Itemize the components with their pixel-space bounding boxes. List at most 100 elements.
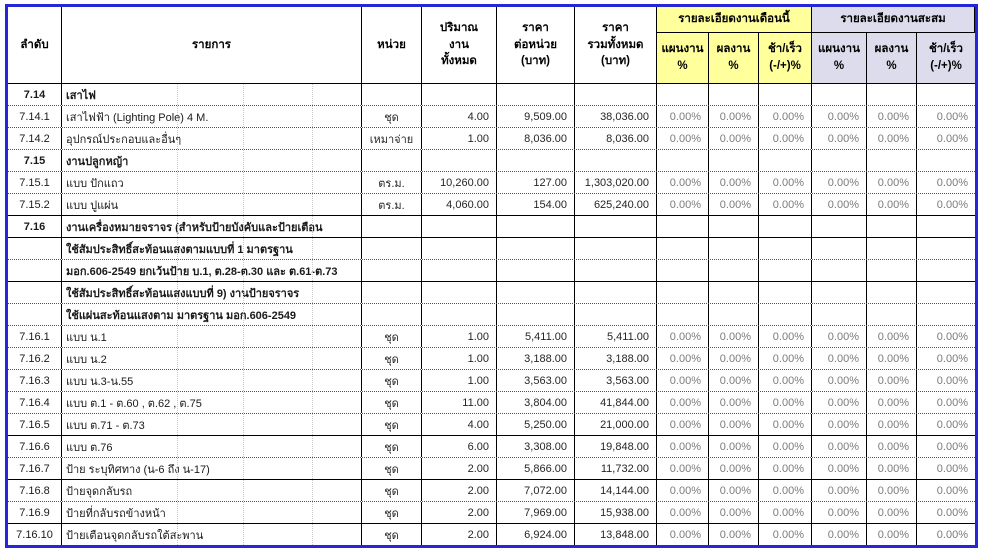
pct-cell: 0.00% [657,436,709,457]
seq-cell: 7.16.6 [8,436,62,457]
table-row: ใช้แผ่นสะท้อนแสงตาม มาตรฐาน มอก.606-2549 [8,304,975,326]
seq-cell [8,260,62,281]
pct-cell [759,216,812,237]
total-price-cell: 3,188.00 [575,348,657,369]
total-price-cell [575,150,657,171]
qty-cell [422,84,497,105]
seq-cell: 7.14 [8,84,62,105]
cell-gridline [177,216,178,237]
pct-cell [657,238,709,259]
pct-cell [917,282,975,303]
pct-cell: 0.00% [759,502,812,523]
unit-cell: ชุด [362,458,422,479]
pct-cell [812,282,867,303]
header-month-diff: ช้า/เร็ว (-/+)% [759,33,812,84]
header-unit-price: ราคา ต่อหน่วย (บาท) [497,7,575,84]
table-row: 7.16.4 แบบ ต.1 - ต.60 , ต.62 , ต.75 ชุด 11.… [8,392,975,414]
pct-cell: 0.00% [657,480,709,501]
header-cumulative-plan-line1: แผนงาน [818,43,860,56]
cell-gridline [312,106,313,127]
cell-gridline [243,326,244,347]
header-month-diff-line2: (-/+)% [769,60,801,72]
pct-cell: 0.00% [709,392,759,413]
unit-price-cell [497,304,575,325]
pct-cell [657,216,709,237]
qty-cell: 2.00 [422,458,497,479]
pct-cell [917,260,975,281]
pct-cell: 0.00% [709,436,759,457]
unit-price-cell: 7,072.00 [497,480,575,501]
unit-price-cell [497,260,575,281]
cell-gridline [243,238,244,259]
pct-cell [867,260,917,281]
cell-gridline [312,216,313,237]
pct-cell: 0.00% [936,330,968,343]
cell-gridline [177,414,178,435]
cell-gridline [243,106,244,127]
unit-price-cell [497,216,575,237]
pct-cell [709,238,759,259]
cell-gridline [243,172,244,193]
header-month-actual-line1: ผลงาน [716,43,751,56]
header-group-cumulative: รายละเอียดงานสะสม [812,7,975,33]
pct-cell: 0.00% [812,436,867,457]
unit-cell [362,84,422,105]
pct-cell: 0.00% [657,348,709,369]
cell-gridline [177,370,178,391]
seq-cell: 7.15.2 [8,194,62,215]
header-cumulative-plan: แผนงาน % [812,33,867,84]
header-month-diff-line1: ช้า/เร็ว [767,43,803,56]
total-price-cell [575,84,657,105]
pct-cell: 0.00% [936,484,968,497]
unit-price-cell: 127.00 [497,172,575,193]
header-total-price-line3: (บาท) [601,55,630,68]
unit-cell: ชุด [362,348,422,369]
qty-cell: 1.00 [422,128,497,149]
header-month-plan-line2: % [677,60,688,72]
cell-gridline [243,502,244,523]
pct-cell: 0.00% [759,194,812,215]
total-price-cell: 15,938.00 [575,502,657,523]
pct-cell: 0.00% [867,348,917,369]
qty-cell [422,282,497,303]
pct-cell: 0.00% [867,436,917,457]
pct-cell: 0.00% [936,132,968,145]
pct-cell: 0.00% [709,326,759,347]
unit-cell: ชุด [362,370,422,391]
pct-cell: 0.00% [657,326,709,347]
table-row: 7.15.2 แบบ ปูแผ่น ตร.ม. 4,060.00 154.00 625,2… [8,194,975,216]
seq-cell: 7.16.4 [8,392,62,413]
pct-cell: 0.00% [709,502,759,523]
cell-gridline [243,436,244,457]
qty-cell: 2.00 [422,480,497,501]
cell-gridline [243,414,244,435]
cell-gridline [243,260,244,281]
unit-price-cell: 5,411.00 [497,326,575,347]
pct-cell: 0.00% [812,370,867,391]
cell-gridline [243,370,244,391]
unit-price-cell [497,282,575,303]
table-row: 7.16.1 แบบ น.1 ชุด 1.00 5,411.00 5,411.00 0.00… [8,326,975,348]
pct-cell: 0.00% [759,436,812,457]
table-row: 7.16.8 ป้ายจุดกลับรถ ชุด 2.00 7,072.00 14,144… [8,480,975,502]
cell-gridline [312,260,313,281]
cell-gridline [243,216,244,237]
pct-cell: 0.00% [867,370,917,391]
pct-cell: 0.00% [709,480,759,501]
header-group-month-label: รายละเอียดงานเดือนนี้ [678,13,790,26]
pct-cell: 0.00% [867,480,917,501]
item-cell: แบบ น.2 [62,348,362,369]
pct-cell: 0.00% [812,128,867,149]
item-cell: ป้ายจุดกลับรถ [62,480,362,501]
pct-cell: 0.00% [936,352,968,365]
pct-cell [917,238,975,259]
unit-cell [362,282,422,303]
cell-gridline [177,172,178,193]
seq-cell [8,282,62,303]
qty-cell: 10,260.00 [422,172,497,193]
pct-cell: 0.00% [867,414,917,435]
unit-price-cell: 154.00 [497,194,575,215]
pct-cell [812,260,867,281]
header-month-plan-line1: แผนงาน [661,43,704,56]
pct-cell [812,238,867,259]
